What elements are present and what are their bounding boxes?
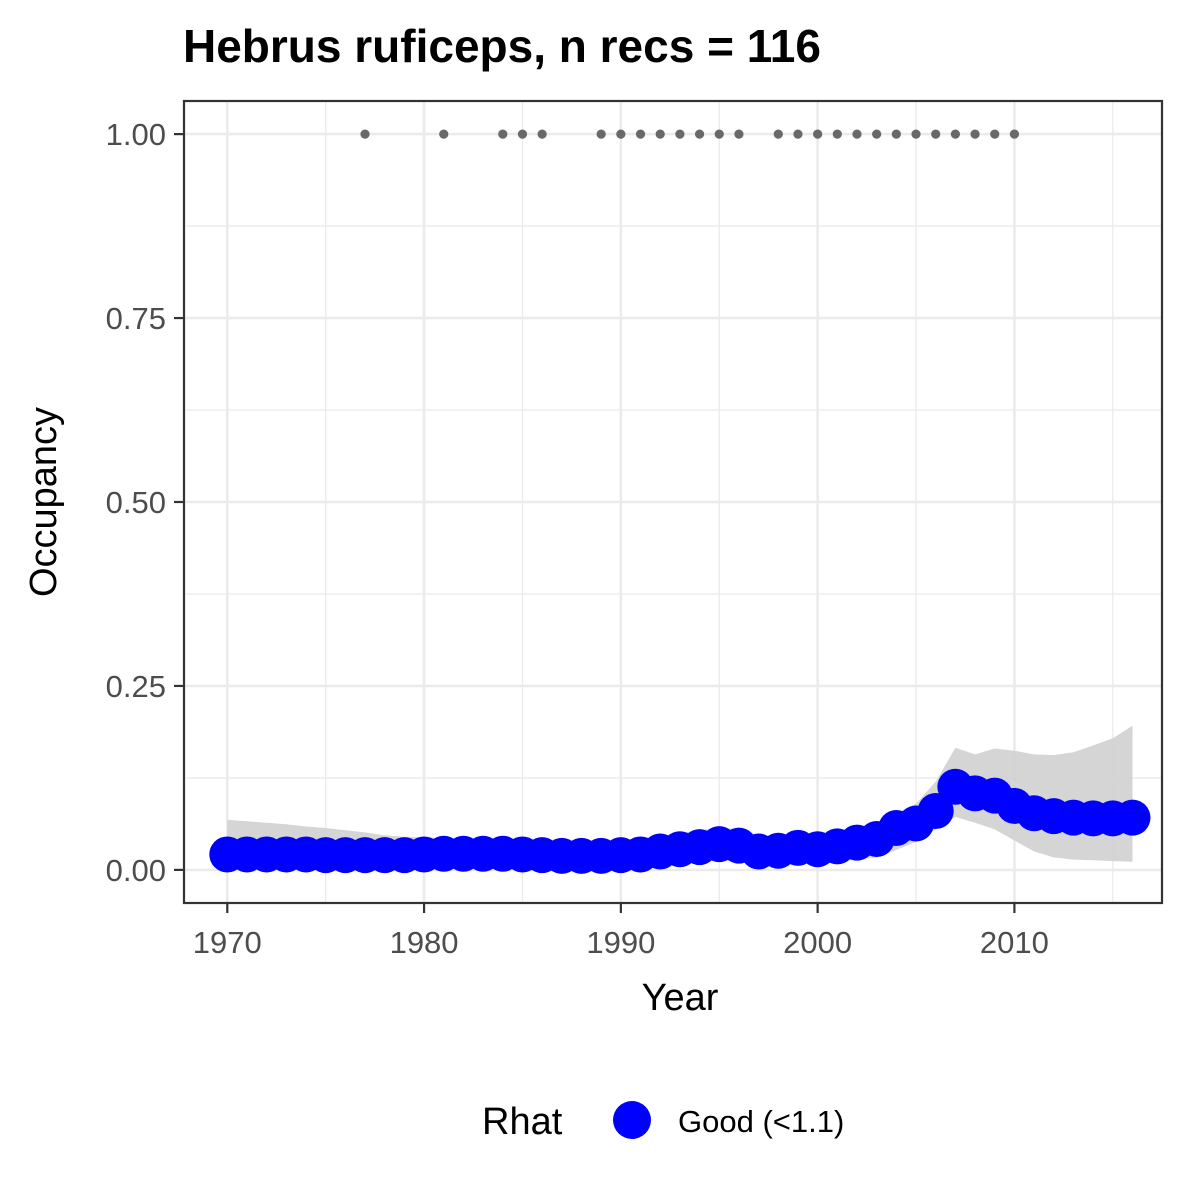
- occupancy-point: [1114, 799, 1151, 836]
- record-point: [498, 129, 508, 139]
- record-point: [537, 129, 547, 139]
- occupancy-point: [917, 793, 954, 830]
- x-tick-label: 2010: [980, 925, 1049, 960]
- record-point: [675, 129, 685, 139]
- record-point: [970, 129, 980, 139]
- legend-title: Rhat: [482, 1101, 563, 1143]
- x-tick-label: 1980: [390, 925, 459, 960]
- record-point: [360, 129, 370, 139]
- record-point: [635, 129, 646, 139]
- record-point: [852, 129, 862, 139]
- x-tick-label: 1990: [586, 925, 655, 960]
- legend: Rhat Good (<1.1): [482, 1101, 844, 1143]
- record-point: [773, 129, 783, 139]
- record-point: [990, 129, 1000, 139]
- y-axis: 0.00 0.25 0.50 0.75 1.00: [106, 117, 184, 888]
- record-point: [616, 129, 626, 139]
- record-point: [931, 129, 941, 139]
- occupancy-series: [209, 768, 1151, 874]
- legend-label-good: Good (<1.1): [678, 1104, 844, 1139]
- x-tick-label: 1970: [193, 925, 262, 960]
- record-point: [813, 129, 823, 139]
- record-point: [891, 129, 901, 139]
- record-point: [439, 129, 449, 139]
- x-axis-title: Year: [642, 977, 719, 1019]
- record-point: [1009, 129, 1020, 139]
- record-point: [596, 129, 606, 139]
- y-tick-label: 1.00: [106, 117, 166, 152]
- record-point: [694, 129, 705, 139]
- record-points: [360, 129, 1020, 139]
- record-point: [734, 129, 744, 139]
- record-point: [872, 129, 882, 139]
- plot-panel: [182, 99, 1164, 905]
- y-tick-label: 0.25: [106, 669, 166, 704]
- x-axis: 1970 1980 1990 2000 2010: [193, 903, 1049, 960]
- record-point: [655, 129, 665, 139]
- record-point: [832, 129, 842, 139]
- chart-title: Hebrus ruficeps, n recs = 116: [183, 20, 821, 72]
- y-tick-label: 0.00: [106, 853, 166, 888]
- record-point: [793, 129, 803, 139]
- x-tick-label: 2000: [783, 925, 852, 960]
- y-tick-label: 0.50: [106, 485, 166, 520]
- record-point: [911, 129, 921, 139]
- y-tick-label: 0.75: [106, 301, 166, 336]
- record-point: [517, 129, 528, 139]
- record-point: [714, 129, 724, 139]
- y-axis-title: Occupancy: [23, 407, 65, 597]
- legend-key-good: [613, 1101, 651, 1139]
- record-point: [950, 129, 960, 139]
